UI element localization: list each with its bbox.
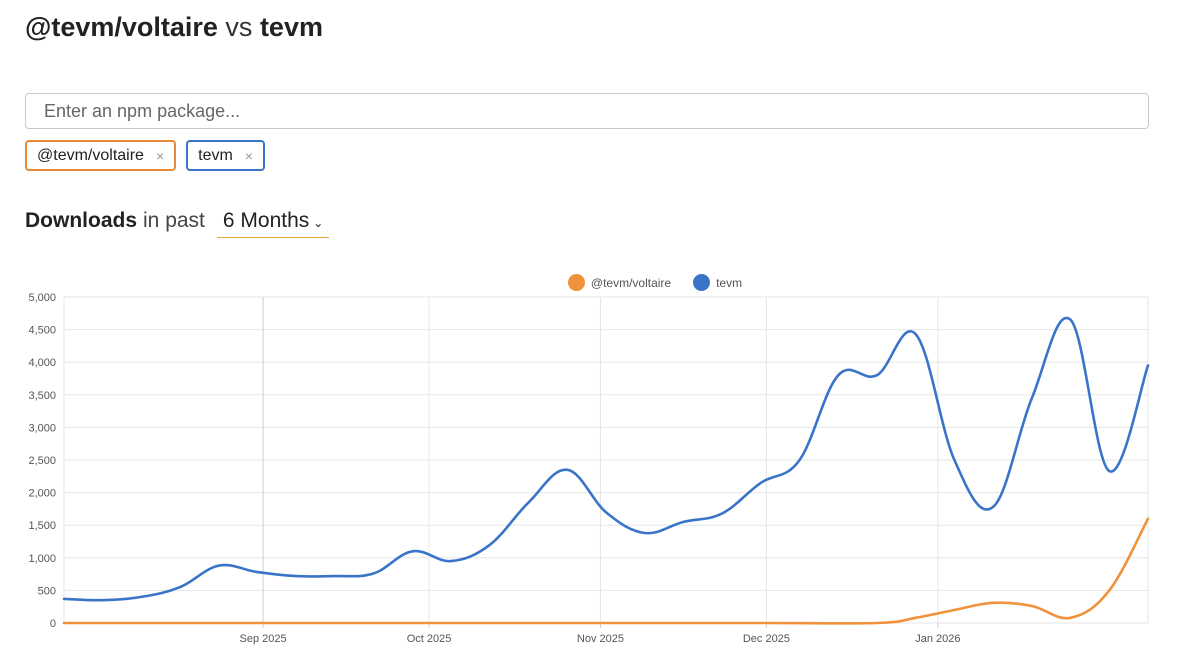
downloads-heading: Downloads in past 6 Months ⌄ — [25, 209, 330, 238]
title-vs: vs — [225, 12, 253, 42]
period-select[interactable]: 6 Months ⌄ — [216, 209, 330, 238]
downloads-label: Downloads — [25, 209, 138, 232]
legend-item-tevm[interactable]: tevm — [693, 274, 742, 291]
y-tick-label: 5,000 — [28, 292, 56, 304]
package-chip-tevm[interactable]: tevm × — [186, 140, 265, 171]
y-tick-label: 3,000 — [28, 422, 56, 434]
chip-label: tevm — [198, 146, 233, 164]
x-tick-label: Jan 2026 — [915, 633, 960, 645]
chip-label: @tevm/voltaire — [37, 146, 144, 164]
y-tick-label: 3,500 — [28, 390, 56, 402]
legend-dot-icon — [567, 274, 585, 291]
y-tick-label: 0 — [50, 618, 56, 630]
package-search-input[interactable] — [25, 93, 1149, 129]
y-tick-label: 2,000 — [28, 488, 56, 500]
x-tick-label: Nov 2025 — [577, 633, 624, 645]
title-package-1: @tevm/voltaire — [25, 12, 218, 42]
period-value: 6 Months — [222, 209, 310, 232]
page-title: @tevm/voltaire vs tevm — [25, 12, 323, 43]
series-line-tevm — [62, 316, 1150, 602]
y-tick-label: 2,500 — [28, 455, 56, 467]
remove-chip-icon[interactable]: × — [155, 147, 165, 164]
x-tick-label: Dec 2025 — [743, 633, 790, 645]
chart-legend: @tevm/voltaire tevm — [0, 274, 1200, 291]
y-tick-label: 1,000 — [28, 553, 56, 565]
in-past-label: in past — [143, 209, 205, 232]
y-tick-label: 4,000 — [28, 357, 56, 369]
series-line-voltaire — [62, 517, 1150, 625]
x-tick-label: Oct 2025 — [407, 633, 452, 645]
package-chip-voltaire[interactable]: @tevm/voltaire × — [25, 140, 177, 171]
remove-chip-icon[interactable]: × — [244, 147, 253, 164]
x-tick-label: Sep 2025 — [240, 633, 287, 645]
legend-label: @tevm/voltaire — [590, 275, 672, 290]
selected-packages: @tevm/voltaire × tevm × — [25, 140, 265, 171]
y-tick-label: 1,500 — [28, 520, 56, 532]
legend-item-voltaire[interactable]: @tevm/voltaire — [567, 274, 672, 291]
legend-label: tevm — [716, 275, 743, 290]
y-tick-label: 4,500 — [28, 325, 56, 337]
title-package-2: tevm — [259, 12, 323, 42]
chevron-down-icon: ⌄ — [313, 216, 324, 230]
y-tick-label: 500 — [38, 585, 56, 597]
legend-dot-icon — [693, 274, 711, 291]
